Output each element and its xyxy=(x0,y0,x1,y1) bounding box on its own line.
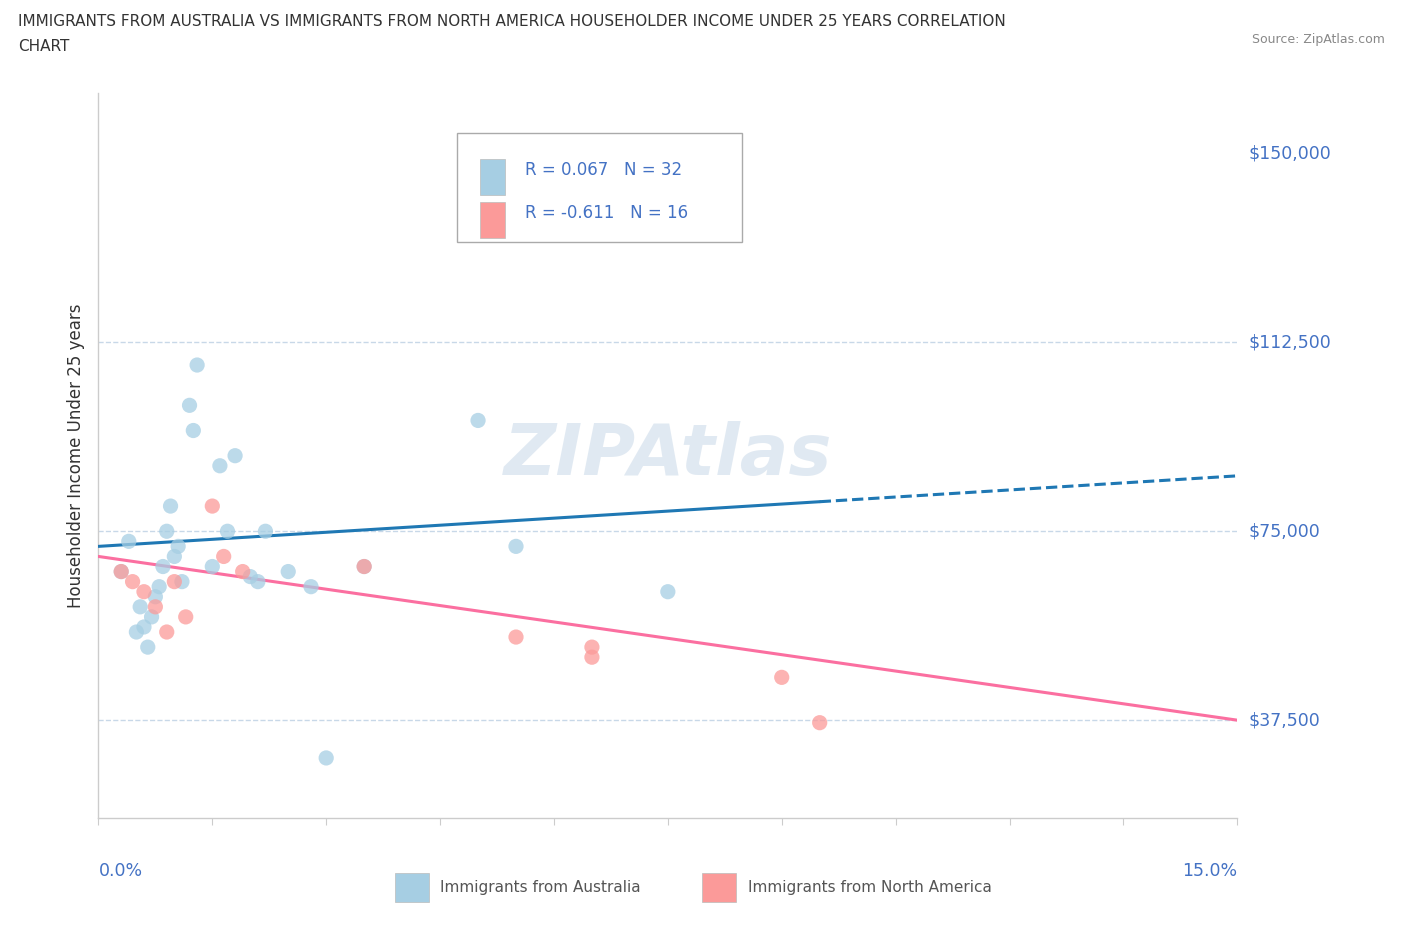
Text: R = -0.611   N = 16: R = -0.611 N = 16 xyxy=(526,204,689,221)
Point xyxy=(201,498,224,513)
Point xyxy=(174,609,197,624)
Text: CHART: CHART xyxy=(18,39,70,54)
Point xyxy=(246,574,269,589)
Point xyxy=(186,357,208,372)
Point xyxy=(132,584,155,599)
Point xyxy=(224,448,246,463)
Point xyxy=(110,565,132,579)
Point xyxy=(156,625,179,640)
Point xyxy=(770,670,793,684)
Point xyxy=(152,559,174,574)
Point xyxy=(145,600,167,615)
Point xyxy=(129,600,152,615)
Point xyxy=(156,524,179,538)
Point xyxy=(239,569,262,584)
Point xyxy=(581,650,603,665)
Point xyxy=(232,565,254,579)
Text: $37,500: $37,500 xyxy=(1249,711,1320,729)
Point xyxy=(505,630,527,644)
Point xyxy=(808,715,831,730)
FancyBboxPatch shape xyxy=(479,202,505,238)
Point xyxy=(118,534,141,549)
Point xyxy=(163,574,186,589)
Point xyxy=(277,565,299,579)
Point xyxy=(201,559,224,574)
Point xyxy=(581,640,603,655)
Text: Immigrants from Australia: Immigrants from Australia xyxy=(440,880,641,895)
Text: IMMIGRANTS FROM AUSTRALIA VS IMMIGRANTS FROM NORTH AMERICA HOUSEHOLDER INCOME UN: IMMIGRANTS FROM AUSTRALIA VS IMMIGRANTS … xyxy=(18,14,1007,29)
Point xyxy=(217,524,239,538)
Point xyxy=(353,559,375,574)
Point xyxy=(110,565,132,579)
Text: Immigrants from North America: Immigrants from North America xyxy=(748,880,991,895)
Text: R = 0.067   N = 32: R = 0.067 N = 32 xyxy=(526,161,683,179)
Point xyxy=(159,498,181,513)
Point xyxy=(315,751,337,765)
Point xyxy=(125,625,148,640)
Point xyxy=(148,579,170,594)
Point xyxy=(212,549,235,564)
Point xyxy=(170,574,193,589)
Point xyxy=(299,579,322,594)
Point xyxy=(208,458,231,473)
FancyBboxPatch shape xyxy=(457,133,742,242)
Point xyxy=(183,423,205,438)
Point xyxy=(179,398,201,413)
Point xyxy=(163,549,186,564)
Text: $112,500: $112,500 xyxy=(1249,333,1331,352)
Y-axis label: Householder Income Under 25 years: Householder Income Under 25 years xyxy=(66,303,84,608)
Text: 15.0%: 15.0% xyxy=(1182,862,1237,880)
FancyBboxPatch shape xyxy=(479,159,505,195)
Point xyxy=(141,609,163,624)
Point xyxy=(505,538,527,553)
FancyBboxPatch shape xyxy=(702,872,737,902)
Text: ZIPAtlas: ZIPAtlas xyxy=(503,421,832,490)
Text: 0.0%: 0.0% xyxy=(98,862,142,880)
Point xyxy=(657,584,679,599)
Point xyxy=(353,559,375,574)
Point xyxy=(167,538,190,553)
Point xyxy=(467,413,489,428)
FancyBboxPatch shape xyxy=(395,872,429,902)
Point xyxy=(254,524,277,538)
Point xyxy=(121,574,143,589)
Point xyxy=(145,590,167,604)
Point xyxy=(136,640,159,655)
Point xyxy=(132,619,155,634)
Text: Source: ZipAtlas.com: Source: ZipAtlas.com xyxy=(1251,33,1385,46)
Text: $75,000: $75,000 xyxy=(1249,523,1320,540)
Text: $150,000: $150,000 xyxy=(1249,144,1331,163)
